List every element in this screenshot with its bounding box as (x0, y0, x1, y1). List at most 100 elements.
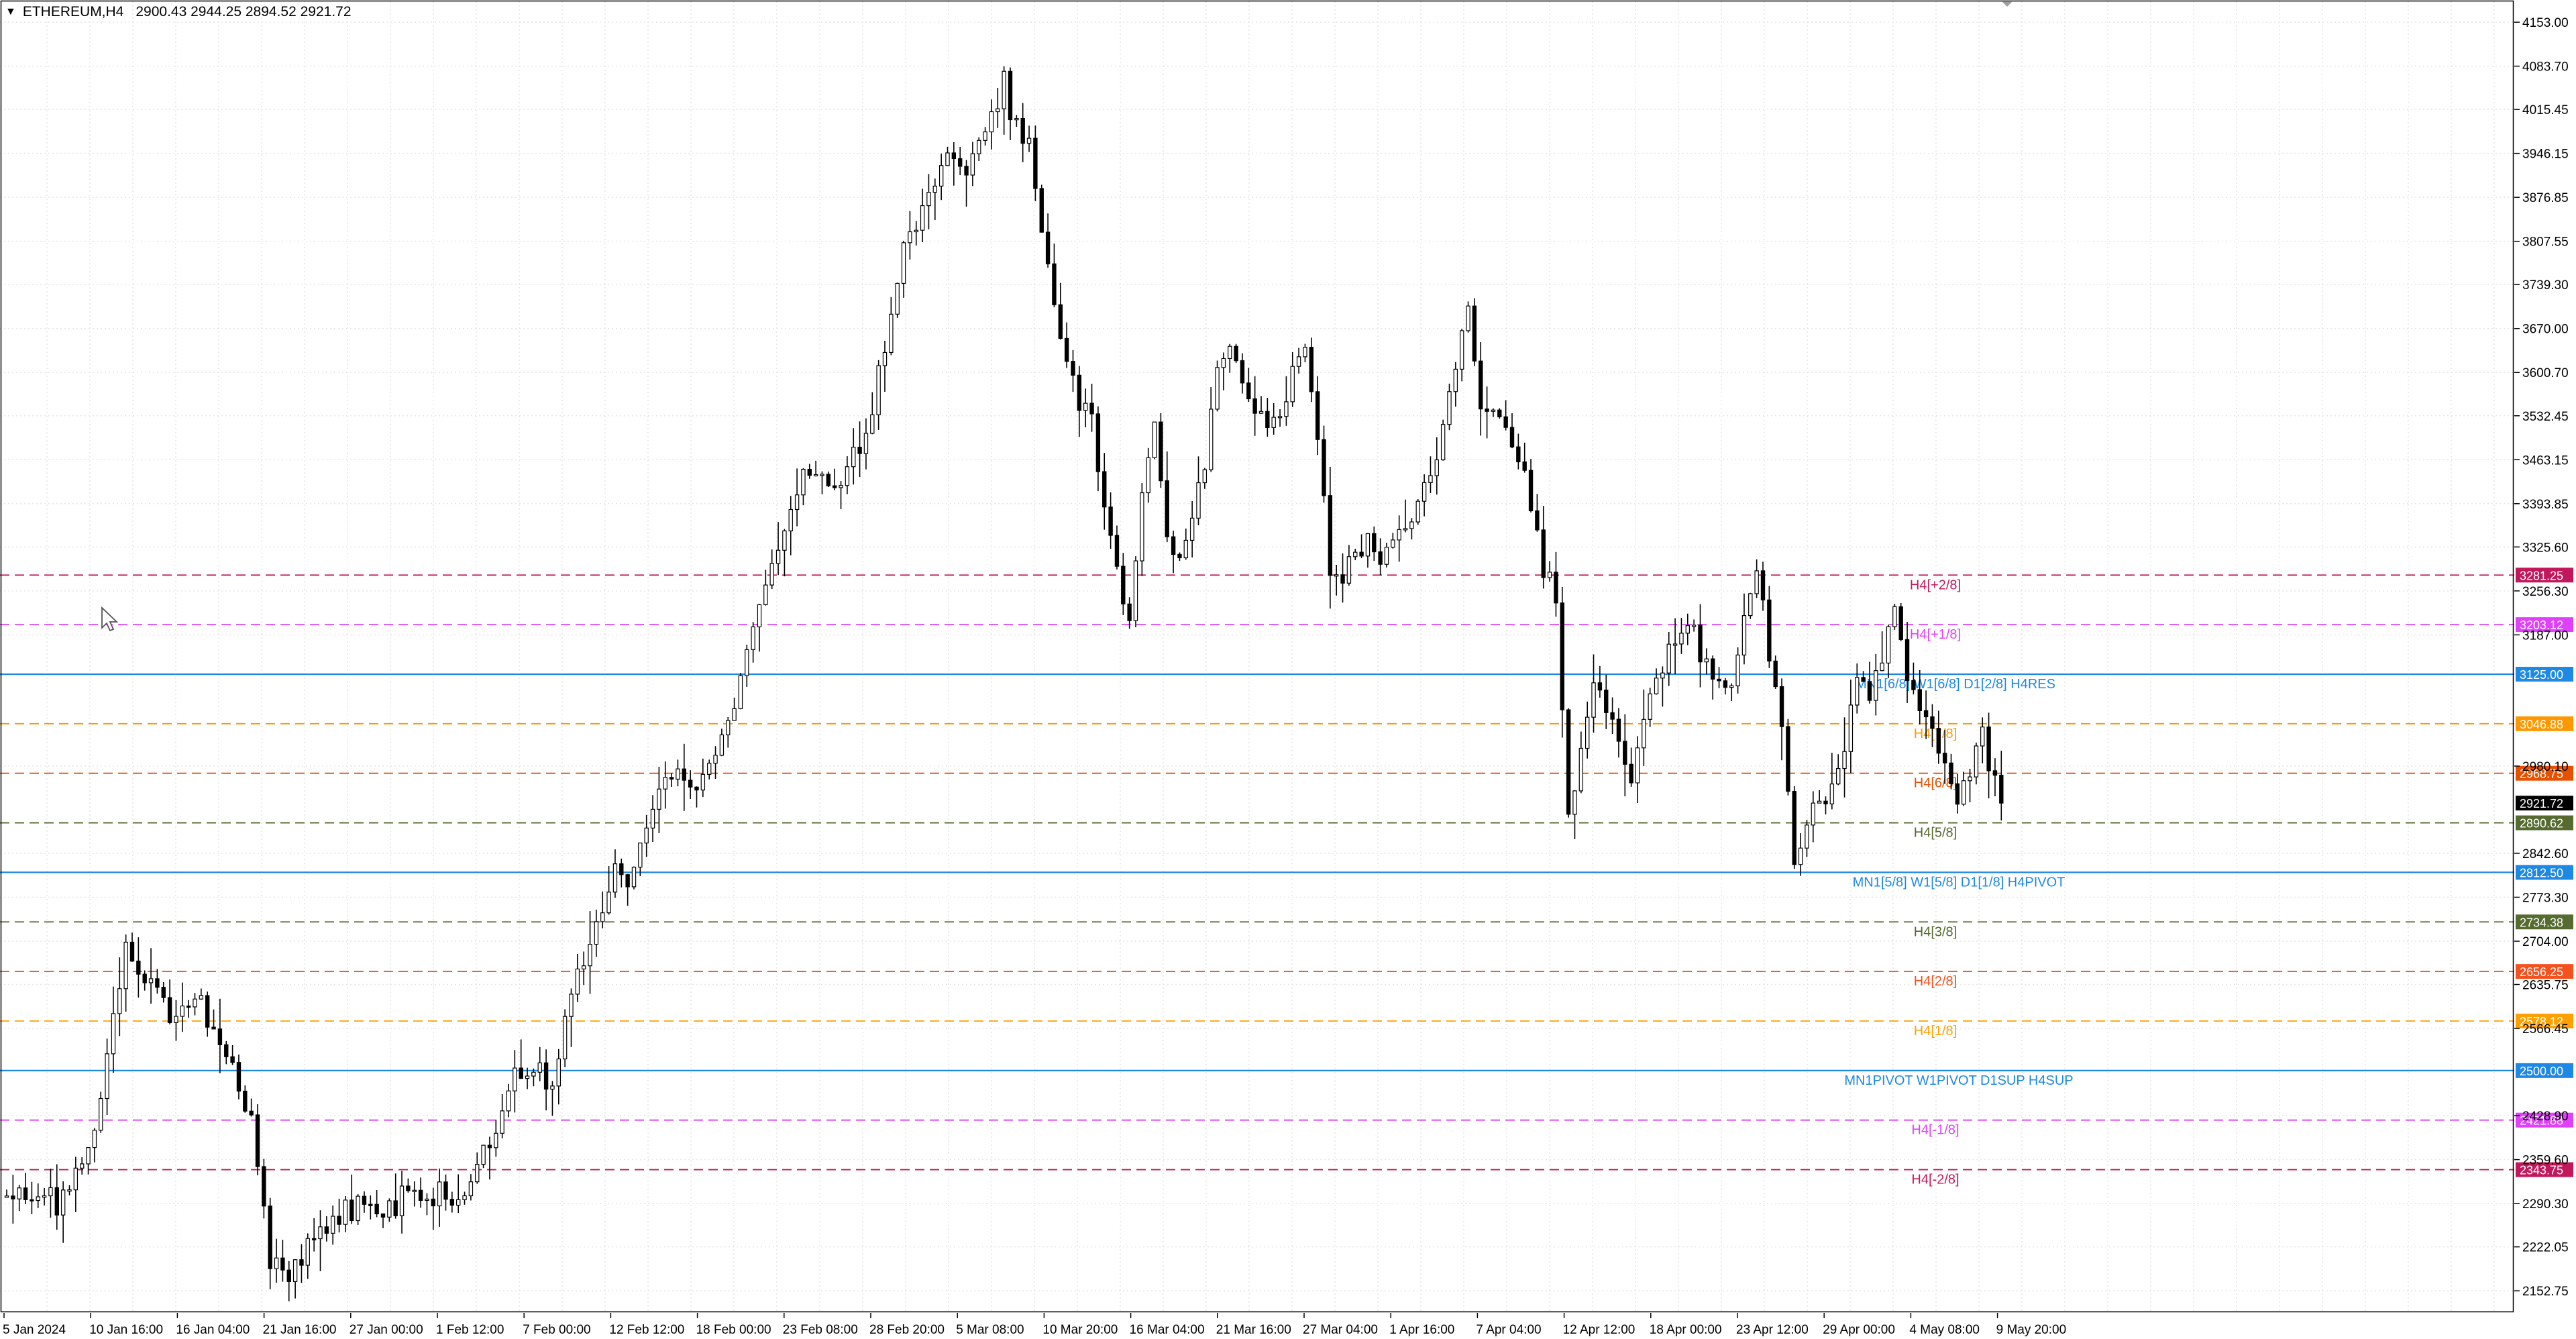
candle-body (1140, 492, 1144, 561)
candle-body (1704, 658, 1709, 663)
candle-body (11, 1195, 15, 1199)
candle-body (901, 242, 906, 284)
x-axis-tick-label: 5 Jan 2024 (3, 1323, 66, 1337)
candle-body (644, 827, 649, 844)
candle-body (1554, 572, 1558, 604)
level-label-h4-minus2-8: H4[-2/8] (1911, 1173, 1959, 1187)
candle-body (1114, 535, 1120, 567)
candle-body (1127, 603, 1132, 621)
candle-body (631, 867, 637, 888)
candle-body (839, 485, 843, 488)
x-axis-tick-label: 9 May 20:00 (1996, 1323, 2067, 1337)
y-axis-tick-label: 3600.70 (2522, 366, 2569, 380)
candle-body (380, 1213, 386, 1218)
price-tag-h4-1-8 (2516, 1013, 2573, 1028)
candle-body (1503, 416, 1508, 428)
current-price-text: 2921.72 (2520, 797, 2563, 810)
candle-body (775, 549, 781, 564)
candle-body (1623, 741, 1627, 765)
level-label-h4-plus1-8: H4[+1/8] (1910, 627, 1961, 642)
candle-body (406, 1185, 411, 1191)
candle-body (1365, 533, 1371, 557)
candle-body (1735, 654, 1740, 686)
candle-body (1077, 374, 1082, 411)
candle-body (1805, 824, 1809, 849)
candle-body (794, 494, 800, 511)
candle-body (1290, 366, 1295, 403)
candle-body (1189, 517, 1195, 541)
candle-body (1334, 574, 1339, 577)
candle-body (399, 1185, 405, 1216)
candle-body (1322, 439, 1326, 496)
y-axis-tick-label: 2222.05 (2522, 1241, 2569, 1255)
candle-body (1867, 681, 1872, 701)
candle-body (17, 1187, 21, 1199)
candle-body (1196, 482, 1201, 519)
level-label-h4-sup: MN1PIVOT W1PIVOT D1SUP H4SUP (1844, 1073, 2073, 1088)
symbol-header: ▼ ETHEREUM,H4 2900.43 2944.25 2894.52 29… (5, 4, 352, 20)
candle-body (468, 1181, 474, 1197)
candle-body (1986, 727, 1991, 771)
candle-body (1340, 574, 1345, 584)
candle-body (1095, 413, 1101, 472)
candle-body (682, 768, 687, 781)
x-axis-tick-label: 21 Jan 16:00 (263, 1323, 337, 1337)
candle-body (588, 944, 592, 967)
candle-body (1472, 305, 1477, 362)
candle-body (174, 1016, 178, 1023)
candle-body (1460, 330, 1464, 370)
candle-body (757, 604, 762, 628)
x-axis-tick-label: 16 Jan 04:00 (176, 1323, 250, 1337)
candle-body (1359, 551, 1364, 557)
y-axis-tick-label: 2290.30 (2522, 1197, 2569, 1212)
candle-body (1711, 658, 1715, 680)
y-axis-tick-label: 4083.70 (2522, 60, 2569, 74)
candle-body (625, 874, 630, 888)
candle-body (1346, 556, 1352, 584)
x-axis-tick-label: 29 Apr 00:00 (1823, 1323, 1895, 1337)
candle-body (1578, 747, 1584, 792)
candle-body (318, 1226, 323, 1240)
candle-body (362, 1195, 367, 1205)
candle-body (1033, 138, 1038, 189)
candle-body (977, 140, 981, 154)
candle-body (562, 1016, 568, 1060)
candle-body (1836, 767, 1841, 785)
y-axis-tick-label: 3393.85 (2522, 498, 2569, 512)
shift-marker-icon[interactable] (2002, 1, 2012, 7)
candle-body (863, 433, 869, 454)
candle-body (331, 1216, 335, 1234)
price-tag-text-h4-res: 3125.00 (2520, 668, 2563, 682)
level-label-h4-3-8: H4[3/8] (1914, 924, 1957, 939)
price-tag-text-h4-3-8: 2734.38 (2520, 916, 2563, 929)
candle-body (455, 1199, 461, 1206)
candle-body (556, 1058, 561, 1087)
candle-body (1397, 529, 1401, 541)
candle-body (845, 466, 850, 486)
candle-body (23, 1187, 28, 1200)
candle-body (932, 185, 937, 193)
candle-body (1491, 409, 1496, 412)
candle-body (1723, 680, 1728, 688)
candle-body (1284, 401, 1289, 417)
candle-body (1296, 356, 1301, 367)
candle-body (1415, 500, 1420, 523)
x-axis-tick-label: 10 Jan 16:00 (89, 1323, 163, 1337)
candle-body (418, 1189, 423, 1201)
candle-body (1930, 716, 1935, 729)
candle-body (851, 446, 856, 468)
candle-body (1560, 602, 1564, 710)
ohlc-readout: 2900.43 2944.25 2894.52 2921.72 (136, 4, 352, 19)
candle-body (1629, 763, 1633, 784)
candle-body (1108, 506, 1113, 536)
candle-body (1767, 599, 1772, 661)
x-axis-tick-label: 18 Apr 00:00 (1650, 1323, 1722, 1337)
triangle-down-icon[interactable]: ▼ (5, 6, 16, 17)
candle-body (889, 313, 894, 354)
candle-body (1760, 570, 1766, 600)
candle-body (519, 1067, 523, 1079)
y-axis-tick-label: 2842.60 (2522, 847, 2569, 861)
candle-body (1754, 570, 1759, 594)
